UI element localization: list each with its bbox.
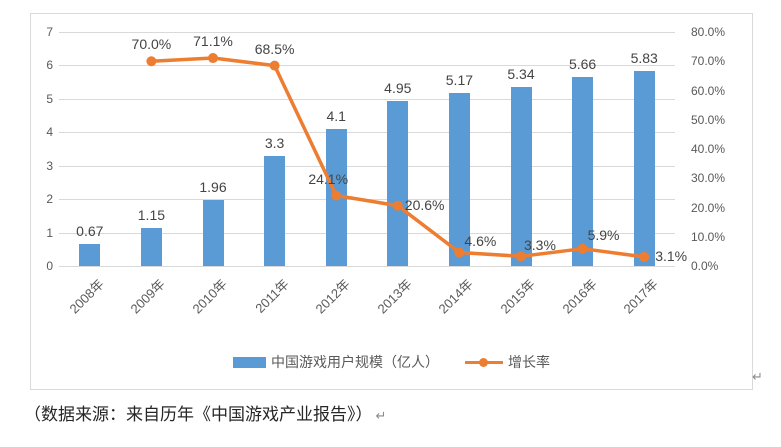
legend-bar-swatch-icon (233, 356, 266, 368)
right-axis-tick-label: 10.0% (691, 229, 726, 244)
right-axis-tick-label: 70.0% (691, 54, 726, 69)
growth-value-label: 68.5% (254, 40, 295, 57)
right-axis-tick-label: 20.0% (691, 200, 726, 215)
right-axis-tick-label: 50.0% (691, 112, 726, 127)
growth-value-label: 3.3% (524, 237, 556, 254)
x-axis-label: 2009年 (128, 276, 169, 317)
growth-point (208, 53, 218, 64)
source-note: （数据来源：来自历年《中国游戏产业报告》） ↵ (24, 404, 386, 428)
legend-label-users: 中国游戏用户规模（亿人） (271, 354, 439, 370)
left-axis-tick-label: 1 (46, 225, 53, 240)
bar-value-label: 0.67 (76, 222, 104, 239)
paragraph-return-icon: ↵ (752, 370, 763, 385)
bar-value-label: 5.83 (630, 50, 658, 67)
growth-value-label: 71.1% (193, 33, 233, 50)
legend-line-marker-icon (465, 357, 503, 367)
bar-value-label: 4.95 (384, 79, 412, 96)
bar-value-label: 5.66 (568, 55, 597, 72)
gridline (59, 266, 675, 267)
legend: 中国游戏用户规模（亿人） 增长率 (31, 353, 752, 371)
bar (140, 227, 162, 266)
x-axis-label: 2015年 (497, 276, 538, 317)
bar (633, 71, 655, 266)
growth-value-label: 5.9% (587, 226, 620, 243)
bar-value-label: 4.1 (326, 107, 346, 124)
legend-item-users: 中国游戏用户规模（亿人） (233, 352, 439, 372)
right-axis-tick-label: 80.0% (691, 25, 726, 39)
x-axis-label: 2008年 (66, 276, 107, 317)
legend-label-growth: 增长率 (508, 354, 550, 370)
bar-value-label: 1.15 (137, 206, 166, 223)
bar (325, 128, 347, 266)
left-axis-tick-label: 0 (46, 259, 53, 273)
x-axis-label: 2012年 (312, 276, 354, 317)
source-note-text: （数据来源：来自历年《中国游戏产业报告》） (24, 405, 373, 424)
left-axis-tick-label: 2 (46, 192, 53, 207)
right-axis-tick-label: 0.0% (691, 259, 719, 273)
right-axis-tick-label: 60.0% (691, 83, 726, 98)
left-axis-tick-label: 4 (46, 125, 53, 140)
growth-value-label: 70.0% (131, 36, 172, 53)
bar-value-label: 5.34 (507, 66, 535, 83)
right-axis-tick-label: 40.0% (691, 142, 726, 156)
x-axis-label: 2016年 (559, 276, 600, 317)
bar (264, 155, 286, 266)
bar-value-label: 3.3 (264, 134, 285, 151)
chart-frame[interactable]: 0 1 2 3 4 5 6 7 0.0% 10.0% 20.0% 30.0% 40.0% 50.0% 60… (30, 13, 753, 390)
left-axis-tick-label: 5 (46, 91, 53, 106)
x-axis-label: 2010年 (189, 276, 230, 317)
growth-value-label: 3.1% (655, 247, 688, 264)
x-axis-label: 2014年 (436, 276, 477, 317)
x-axis-label: 2013年 (374, 276, 415, 317)
legend-item-growth: 增长率 (465, 352, 550, 372)
growth-value-label: 20.6% (404, 196, 445, 213)
bar (202, 200, 224, 266)
right-axis-tick-label: 30.0% (691, 171, 726, 186)
paragraph-return-icon: ↵ (375, 409, 387, 424)
bar-value-label: 1.96 (199, 179, 227, 196)
bar (79, 243, 101, 266)
growth-value-label: 24.1% (308, 170, 349, 187)
x-axis-label: 2011年 (251, 276, 292, 316)
bar-value-label: 5.17 (445, 72, 474, 89)
growth-value-label: 4.6% (464, 232, 497, 249)
left-axis-tick-label: 6 (46, 58, 53, 73)
bar (387, 100, 409, 266)
left-axis-tick-label: 7 (46, 25, 53, 39)
left-axis-tick-label: 3 (46, 158, 53, 173)
x-axis-label: 2017年 (620, 276, 662, 317)
gridline (59, 32, 675, 33)
